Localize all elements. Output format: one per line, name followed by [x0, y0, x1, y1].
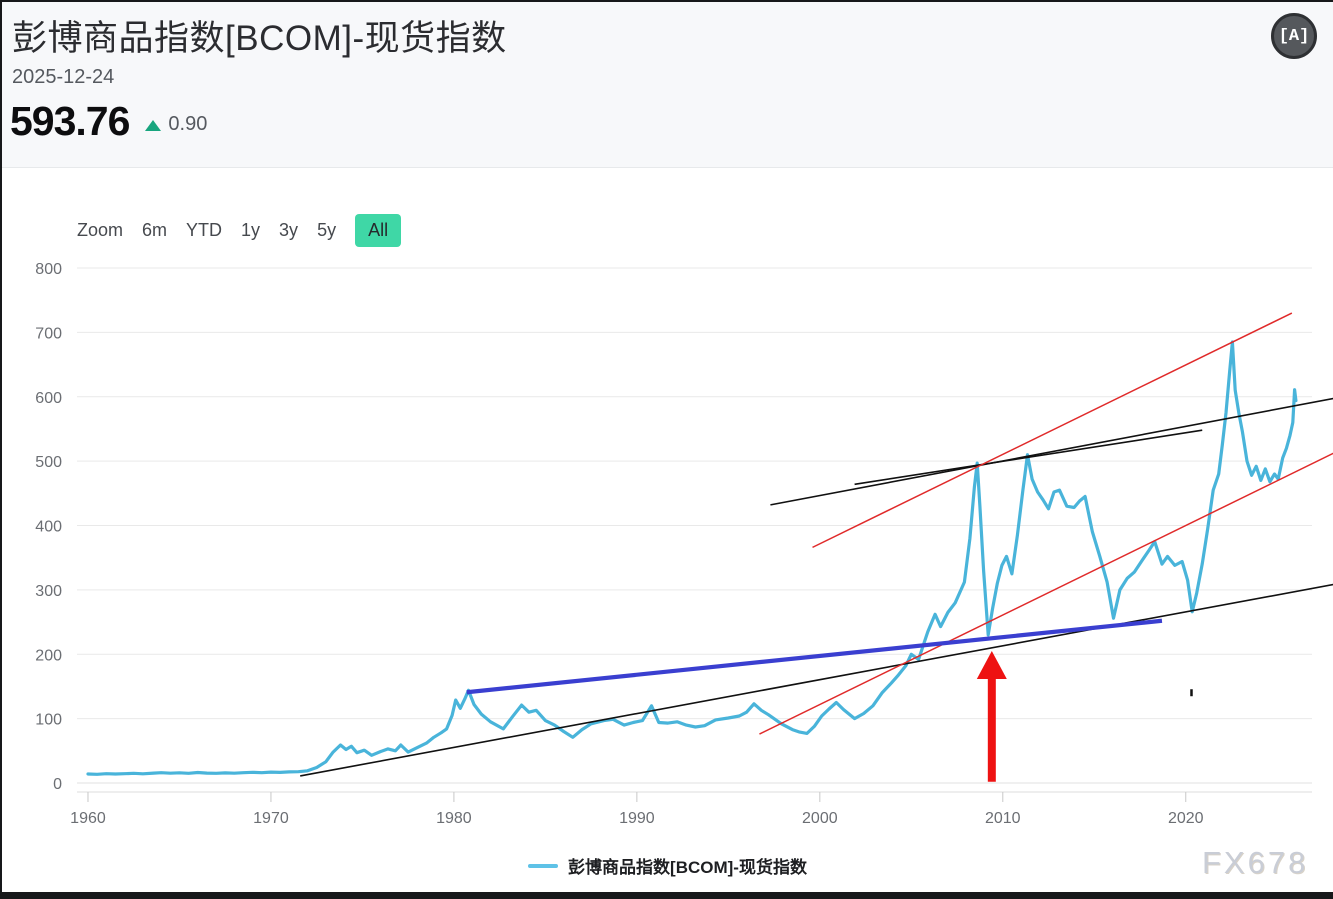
legend-label: 彭博商品指数[BCOM]-现货指数 — [568, 858, 807, 877]
upper-resistance-black-1 — [770, 397, 1333, 506]
y-axis-label: 500 — [35, 454, 62, 471]
toolbar-zoom-label[interactable]: Zoom — [77, 220, 124, 240]
y-axis-label: 100 — [35, 712, 62, 729]
translate-button[interactable]: [A] — [1271, 13, 1317, 59]
bottom-edge-bar — [2, 892, 1333, 899]
range-toolbar: Zoom 6m YTD 1y 3y 5y All — [77, 214, 402, 247]
watermark: FX678 — [1202, 845, 1309, 880]
upper-resistance-black-2 — [854, 429, 1203, 486]
y-axis-label: 700 — [35, 325, 62, 342]
x-axis-label: 2000 — [802, 810, 838, 827]
range-6m[interactable]: 6m — [142, 220, 168, 240]
y-axis-label: 200 — [35, 647, 62, 664]
blue-resistance-line — [466, 618, 1163, 695]
series-line — [86, 340, 1298, 776]
quote-date: 2025-12-24 — [12, 66, 115, 88]
header: 彭博商品指数[BCOM]-现货指数 2025-12-24 593.76 0.90… — [2, 2, 1333, 167]
price-change: 0.90 — [168, 113, 208, 135]
header-divider — [2, 167, 1333, 168]
up-triangle-icon — [145, 120, 162, 131]
long-term-support-black — [300, 583, 1333, 777]
y-axis-label: 300 — [35, 583, 62, 600]
y-axis-label: 400 — [35, 519, 62, 536]
x-axis-label: 1980 — [436, 810, 472, 827]
x-axis-label: 2020 — [1168, 810, 1204, 827]
y-axis-label: 600 — [35, 390, 62, 407]
range-ytd[interactable]: YTD — [186, 220, 223, 240]
page-title: 彭博商品指数[BCOM]-现货指数 — [12, 19, 507, 58]
x-axis-label: 1970 — [253, 810, 289, 827]
x-axis-label: 1960 — [70, 810, 106, 827]
range-1y[interactable]: 1y — [241, 220, 261, 240]
red-channel-upper — [812, 312, 1293, 549]
legend[interactable]: 彭博商品指数[BCOM]-现货指数 — [2, 853, 1333, 878]
range-5y[interactable]: 5y — [317, 220, 337, 240]
y-axis-label: 800 — [35, 261, 62, 278]
range-all-active[interactable]: All — [355, 214, 402, 247]
legend-dash-icon — [528, 863, 559, 868]
range-3y[interactable]: 3y — [279, 220, 299, 240]
stray-mark — [1190, 689, 1193, 697]
x-axis-label: 2010 — [985, 810, 1021, 827]
red-up-arrow-head — [976, 651, 1007, 680]
last-price: 593.76 — [10, 98, 130, 144]
translate-icon: [A] — [1278, 26, 1310, 46]
x-axis-label: 1990 — [619, 810, 655, 827]
y-axis-label: 0 — [53, 776, 62, 793]
price-row: 593.76 0.90 — [10, 98, 207, 145]
red-channel-lower — [759, 452, 1333, 735]
